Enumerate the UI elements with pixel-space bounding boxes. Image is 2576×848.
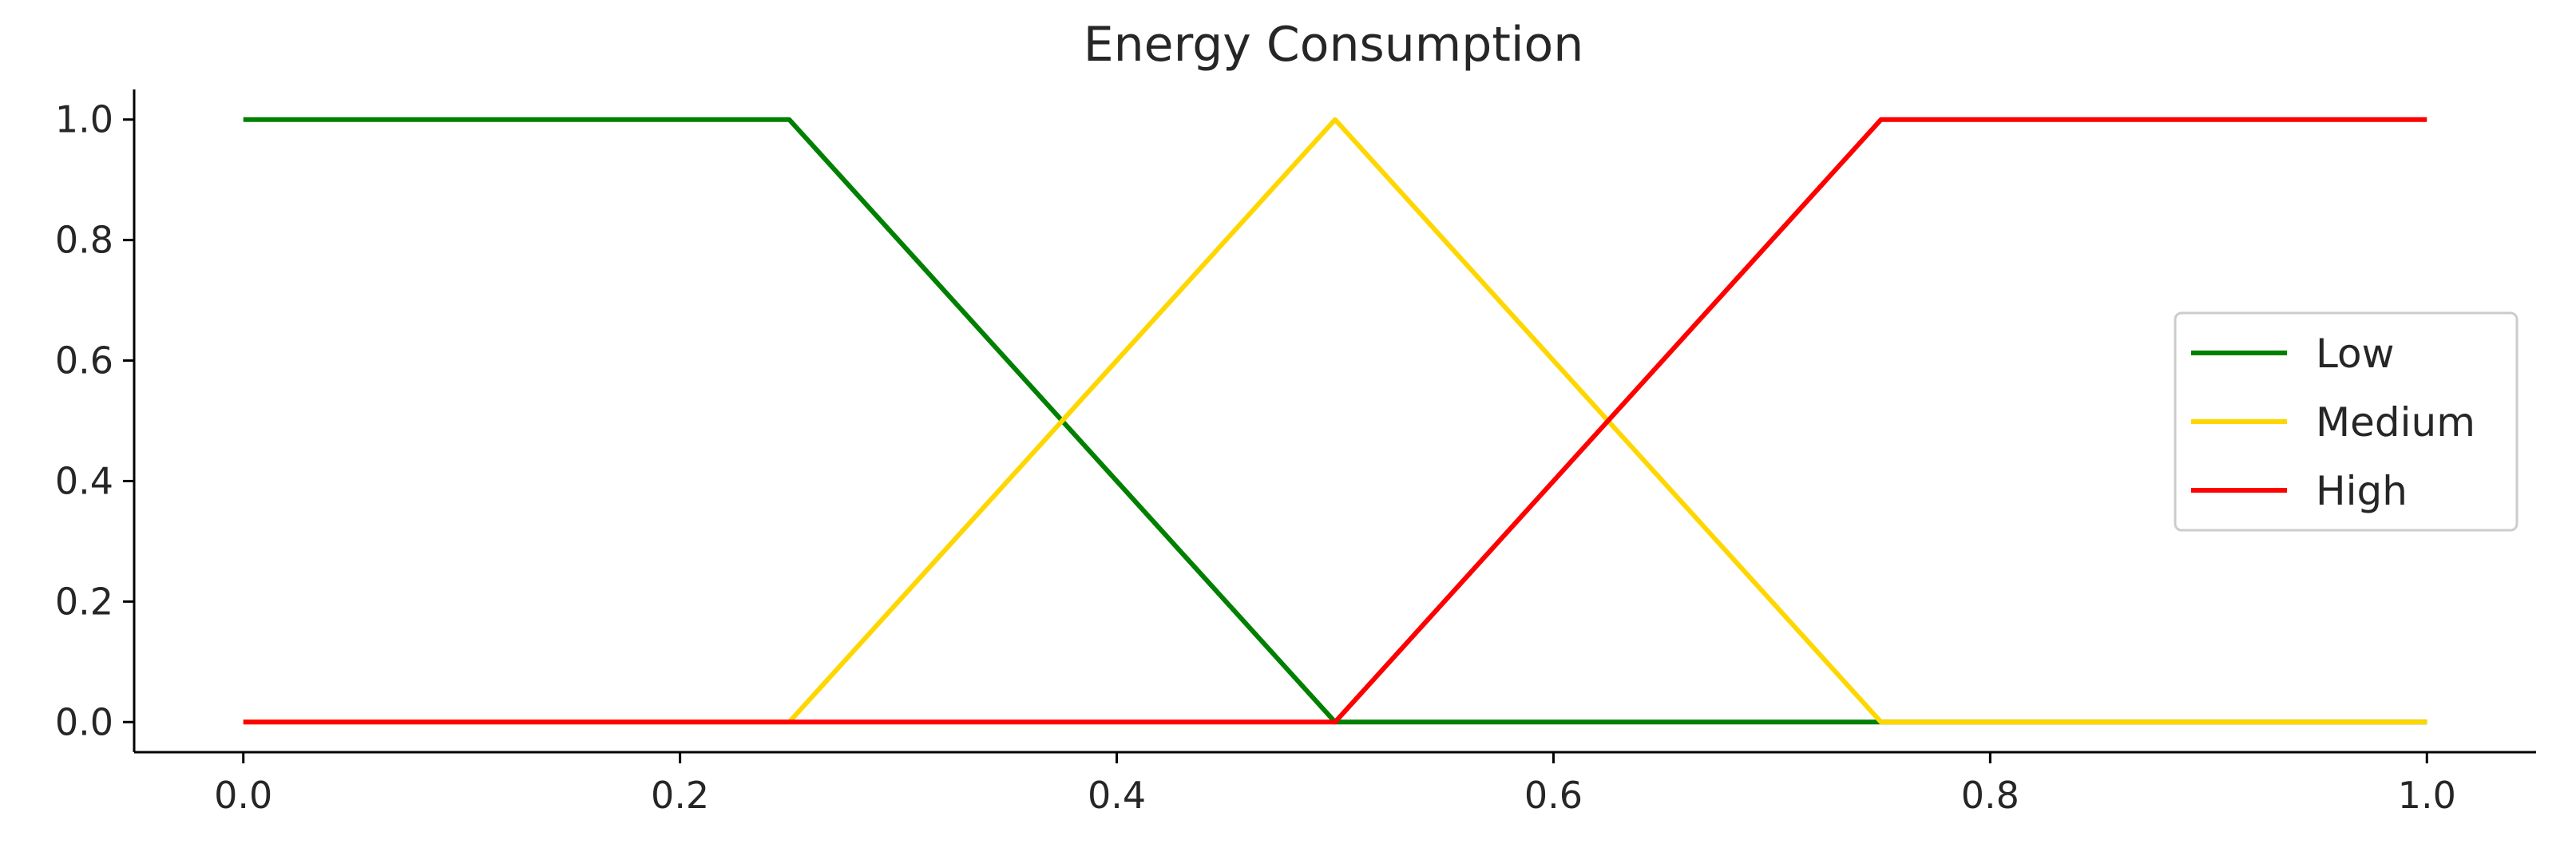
- x-tick-label: 0.2: [651, 774, 709, 817]
- y-tick-label: 0.4: [55, 459, 113, 502]
- x-tick-label: 0.4: [1088, 774, 1146, 817]
- x-tick-label: 0.8: [1961, 774, 2019, 817]
- x-tick-label: 1.0: [2398, 774, 2456, 817]
- series-lines: [243, 117, 2427, 725]
- legend-label-low: Low: [2316, 331, 2394, 377]
- x-tick-label: 0.6: [1524, 774, 1583, 817]
- legend-box: [2174, 311, 2519, 532]
- series-line-high: [243, 117, 2427, 725]
- series-line-low: [243, 117, 2427, 725]
- y-tick-label: 0.6: [55, 339, 113, 382]
- y-tick-label: 0.2: [55, 580, 113, 623]
- ticks: 0.0 0.2 0.4 0.6 0.8 1.0 0.0 0.2 0.4 0.6 0.8 1.0: [55, 98, 2456, 817]
- legend-label-high: High: [2316, 468, 2408, 514]
- series-line-medium: [243, 117, 2427, 725]
- y-tick-label: 1.0: [55, 98, 113, 141]
- y-tick-label: 0.0: [55, 700, 113, 743]
- y-tick-label: 0.8: [55, 219, 113, 262]
- x-tick-label: 0.0: [214, 774, 272, 817]
- chart-title: Energy Consumption: [1084, 17, 1584, 73]
- legend-label-medium: Medium: [2316, 399, 2475, 446]
- legend: Low Medium High: [2174, 311, 2519, 532]
- axes: [133, 89, 2536, 754]
